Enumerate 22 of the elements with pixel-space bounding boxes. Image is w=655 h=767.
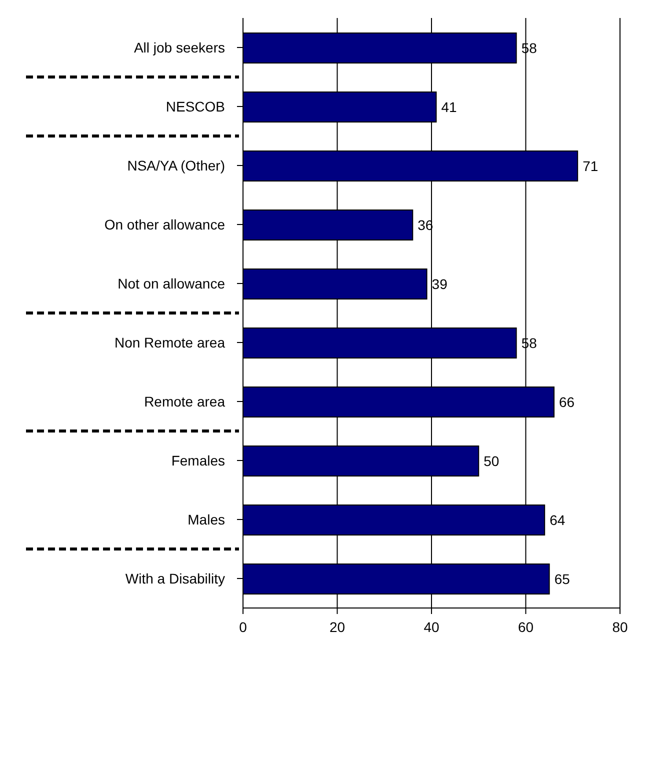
x-tick-label: 0 [239, 618, 248, 635]
data-label: 71 [582, 158, 598, 174]
x-tick-label: 40 [424, 618, 440, 635]
y-tick-label: Remote area [144, 393, 226, 410]
y-tick-label: Males [188, 511, 225, 528]
data-label: 66 [559, 394, 575, 410]
x-tick-label: 20 [329, 618, 346, 635]
y-tick-label: On other allowance [104, 216, 226, 232]
x-tick-label: 60 [518, 618, 534, 635]
y-tick-label: NESCOB [166, 98, 225, 114]
data-label: 50 [484, 452, 500, 469]
data-label: 64 [550, 512, 566, 528]
y-tick-label: Not on allowance [118, 275, 226, 292]
data-label: 41 [441, 98, 457, 115]
y-tick-label: All job seekers [134, 39, 225, 56]
y-tick-label: With a Disability [125, 570, 225, 586]
x-tick-label: 80 [612, 618, 628, 635]
y-tick-label: Females [171, 452, 225, 468]
data-label: 65 [554, 570, 570, 587]
y-tick-label: NSA/YA (Other) [127, 157, 225, 174]
y-tick-label: Non Remote area [114, 334, 226, 350]
data-label: 39 [432, 276, 448, 292]
